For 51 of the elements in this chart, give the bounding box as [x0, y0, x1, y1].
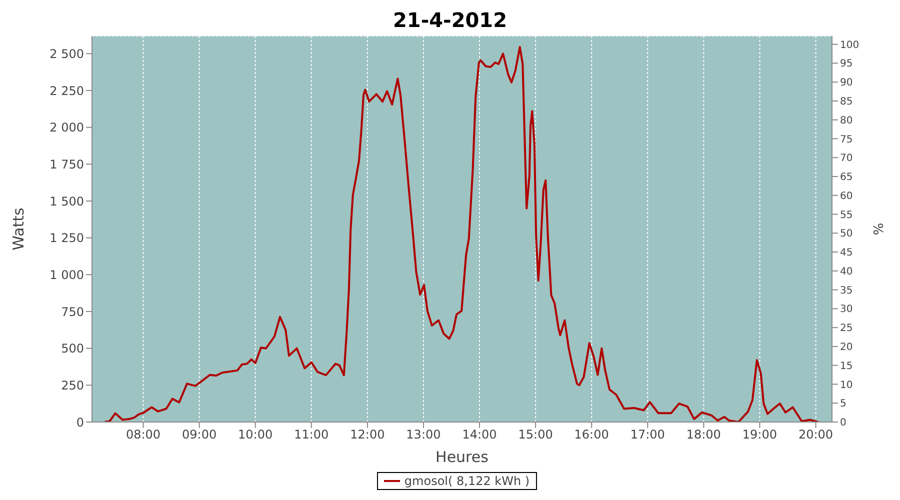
- y-axis-title: Watts: [9, 208, 28, 250]
- y2-tick-label: 0: [840, 418, 846, 429]
- line-series: [104, 46, 819, 422]
- y2-tick-label: 60: [840, 190, 853, 202]
- y2-tick-label: 75: [840, 134, 853, 146]
- y2-tick-label: 30: [840, 304, 853, 316]
- y2-tick-label: 55: [840, 210, 853, 221]
- y2-tick-label: 20: [840, 342, 853, 354]
- x-tick-label: 15:00: [518, 428, 553, 442]
- x-tick-label: 18:00: [686, 428, 721, 442]
- y-tick-label: 250: [61, 378, 84, 392]
- y-tick-label: 1 750: [50, 157, 84, 172]
- y-tick-label: 1 250: [50, 231, 84, 246]
- x-tick-label: 16:00: [574, 428, 609, 442]
- x-tick-label: 17:00: [630, 428, 665, 442]
- legend-label: gmosol( 8,122 kWh ): [404, 474, 530, 488]
- x-axis-title: Heures: [436, 448, 489, 466]
- x-tick-label: 13:00: [406, 428, 441, 442]
- y2-tick-label: 40: [840, 266, 853, 278]
- y-tick-label: 2 000: [50, 120, 84, 135]
- y2-axis-title: %: [869, 222, 884, 236]
- y2-tick-label: 25: [840, 323, 853, 334]
- y2-tick-label: 15: [840, 360, 853, 372]
- y2-tick-label: 95: [840, 58, 853, 70]
- y2-tick-label: 45: [840, 248, 853, 259]
- y2-tick-label: 65: [840, 172, 853, 184]
- x-tick-label: 20:00: [798, 428, 834, 442]
- y-tick-label: 500: [61, 342, 84, 356]
- x-tick-label: 11:00: [294, 428, 329, 442]
- y2-tick-label: 70: [840, 153, 853, 164]
- x-tick-label: 09:00: [182, 428, 217, 442]
- chart-title: 21-4-2012: [392, 8, 508, 34]
- y2-tick-label: 90: [840, 78, 853, 89]
- y-tick-label: 750: [61, 304, 84, 319]
- y-tick-label: 2 500: [50, 46, 84, 61]
- y2-tick-label: 10: [840, 380, 853, 391]
- y2-tick-label: 50: [840, 228, 853, 240]
- y-tick-label: 1 000: [50, 268, 84, 282]
- y-tick-label: 1 500: [50, 194, 84, 208]
- y-tick-label: 0: [76, 415, 84, 430]
- y2-tick-label: 80: [840, 115, 853, 126]
- x-tick-label: 10:00: [238, 428, 273, 442]
- y2-tick-label: 35: [840, 285, 853, 296]
- x-tick-label: 12:00: [350, 428, 385, 442]
- x-tick-label: 14:00: [462, 428, 497, 442]
- y-tick-label: 2 250: [50, 84, 84, 98]
- x-tick-label: 08:00: [126, 428, 161, 442]
- y2-tick-label: 85: [840, 96, 853, 108]
- x-tick-label: 19:00: [742, 428, 778, 442]
- y2-tick-label: 100: [840, 40, 860, 51]
- y2-tick-label: 5: [840, 398, 846, 410]
